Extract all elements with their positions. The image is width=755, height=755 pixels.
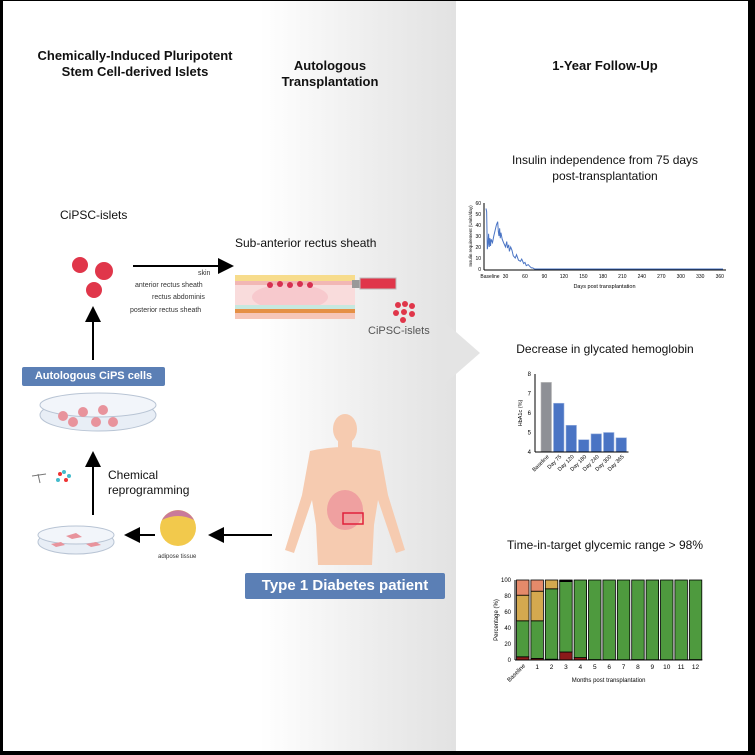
- chart3-title: Time-in-target glycemic range > 98%: [507, 538, 703, 552]
- y-tick-label: 4: [528, 450, 532, 456]
- x-tick-label: 12: [692, 664, 700, 671]
- molecules-icon: [31, 470, 71, 484]
- x-tick-label: 210: [618, 274, 627, 280]
- heading-islets: Chemically-Induced Pluripotent Stem Cell…: [37, 48, 233, 79]
- x-axis-label: Days post transplantation: [573, 284, 635, 290]
- x-tick-label: 240: [638, 274, 647, 280]
- x-tick-label: 30: [503, 274, 509, 280]
- background-gradient: [260, 1, 456, 751]
- islets-icon: [72, 257, 113, 298]
- patient-badge: Type 1 Diabetes patient: [245, 573, 445, 599]
- x-tick-label: 120: [560, 274, 569, 280]
- y-axis-label: HbA1c (%): [518, 400, 524, 427]
- big-arrow-icon: [440, 318, 480, 388]
- y-tick-label: 40: [504, 626, 511, 632]
- y-tick-label: 7: [528, 392, 532, 398]
- petri-dish-cips-icon: [39, 392, 157, 432]
- y-tick-label: 80: [504, 594, 511, 600]
- x-tick-label: 11: [678, 664, 685, 671]
- x-tick-label: 1: [535, 664, 539, 671]
- x-axis-label: Months post transplantation: [572, 678, 646, 684]
- bar-segment-tir_veryhigh: [559, 579, 573, 582]
- x-tick-label: 270: [657, 274, 666, 280]
- x-tick-label: 90: [542, 274, 548, 280]
- x-tick-label: 360: [716, 274, 725, 280]
- adipose-label: adipose tissue: [158, 554, 197, 560]
- insulin-series-line: [485, 208, 723, 270]
- skin-label: skin: [198, 270, 211, 277]
- human-body-illustration: [285, 414, 405, 565]
- x-tick-label: 10: [663, 664, 671, 671]
- y-tick-label: 6: [528, 411, 532, 417]
- x-tick-label: 2: [550, 664, 554, 671]
- islets-cluster-icon: [393, 301, 415, 323]
- y-tick-label: 20: [475, 245, 481, 251]
- rectus-label: rectus abdominis: [152, 294, 205, 301]
- abdominal-wall-illustration: [235, 275, 397, 319]
- bar-segment-tir_veryhigh: [530, 579, 544, 592]
- x-tick-label: 7: [622, 664, 626, 671]
- y-tick-label: 0: [508, 658, 512, 664]
- x-tick-label: 6: [607, 664, 611, 671]
- y-tick-label: 40: [475, 223, 481, 229]
- anterior-sheath-label: anterior rectus sheath: [135, 282, 203, 289]
- posterior-sheath-label: posterior rectus sheath: [130, 307, 202, 314]
- cipsc-islets-label: CiPSC-islets: [60, 208, 128, 222]
- cipsc-islets-label-2: CiPSC-islets: [368, 325, 430, 337]
- y-tick-label: 100: [501, 578, 512, 584]
- x-tick-label: 9: [651, 664, 655, 671]
- heading-transplant: Autologous Transplantation: [281, 58, 379, 89]
- autologous-cells-badge: Autologous CiPS cells: [22, 367, 165, 386]
- bar-segment-tir_veryhigh: [516, 579, 530, 596]
- heading-follow-up: 1-Year Follow-Up: [552, 58, 658, 73]
- chemical-reprogramming-label: Chemical reprogramming: [108, 468, 190, 497]
- y-tick-label: 60: [504, 610, 511, 616]
- bar-segment-tir_inrange: [573, 579, 587, 658]
- chart2-title: Decrease in glycated hemoglobin: [516, 342, 694, 356]
- x-tick-label: 300: [677, 274, 686, 280]
- sub-anterior-label: Sub-anterior rectus sheath: [235, 236, 377, 250]
- y-tick-label: 50: [475, 212, 481, 218]
- x-tick-label: 4: [579, 664, 583, 671]
- y-axis-label: Insulin requirement (Units/day): [468, 205, 473, 267]
- y-tick-label: 10: [475, 256, 481, 262]
- y-tick-label: 5: [528, 431, 532, 437]
- petri-dish-fibroblast-icon: [37, 525, 115, 555]
- adipose-tissue-icon: [160, 510, 196, 546]
- x-tick-label: 5: [593, 664, 597, 671]
- y-tick-label: 8: [528, 372, 532, 378]
- y-axis-label: Percentage (%): [494, 599, 500, 641]
- y-tick-label: 60: [475, 201, 481, 207]
- y-tick-label: 0: [478, 267, 481, 273]
- x-tick-label: 60: [522, 274, 528, 280]
- x-tick-label: 180: [599, 274, 608, 280]
- x-tick-label: 8: [636, 664, 640, 671]
- y-tick-label: 20: [504, 642, 511, 648]
- x-tick-label: 3: [564, 664, 568, 671]
- x-tick-label: 150: [579, 274, 588, 280]
- y-tick-label: 30: [475, 234, 481, 240]
- x-tick-label: 330: [696, 274, 705, 280]
- chart1-title: Insulin independence from 75 days post-t…: [511, 153, 699, 183]
- bar-segment-tir_high: [544, 579, 559, 590]
- x-tick-label: Baseline: [480, 274, 499, 280]
